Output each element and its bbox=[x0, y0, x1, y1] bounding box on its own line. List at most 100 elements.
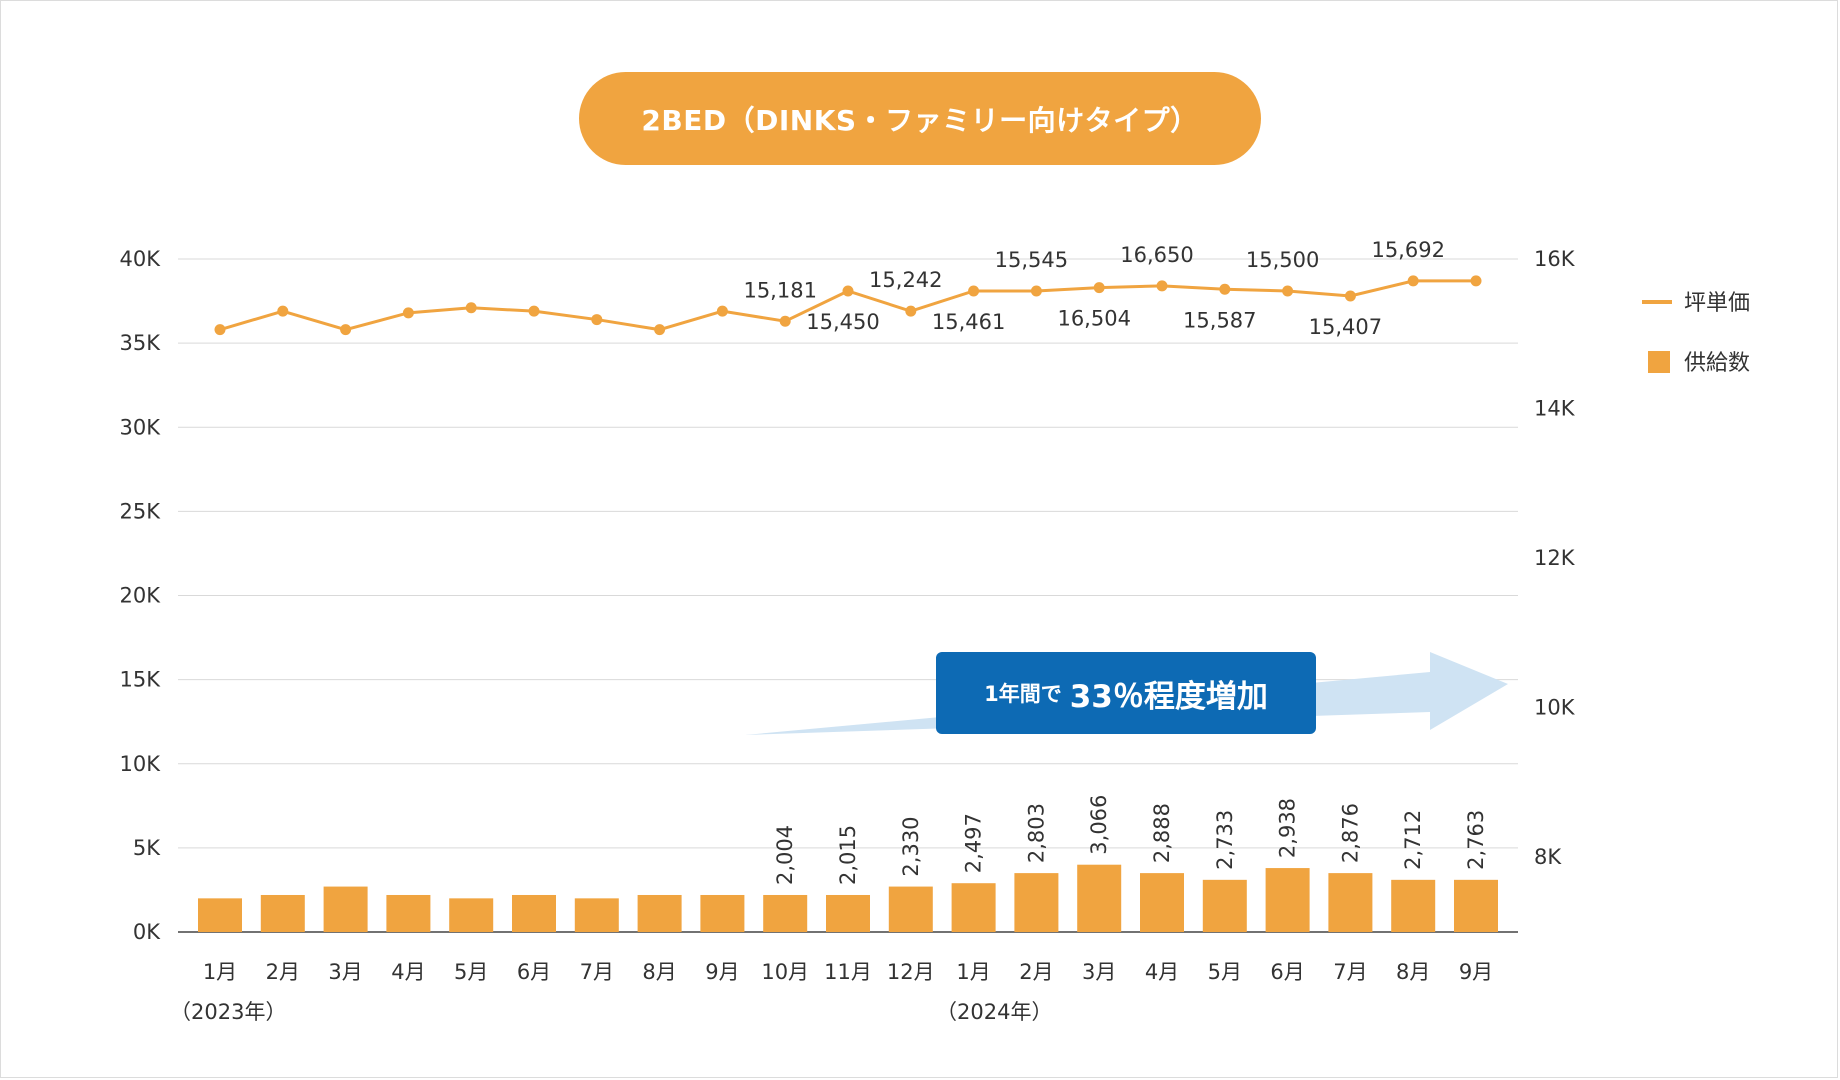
left-tick-label: 25K bbox=[120, 499, 162, 523]
line-value-label: 15,692 bbox=[1371, 238, 1444, 262]
callout-emphasis: 33％程度増加 bbox=[1069, 678, 1268, 715]
left-tick-label: 5K bbox=[133, 836, 161, 860]
x-axis-categories: 1月 2月 3月 4月 5月 6月 7月 8月 9月 10月 11月 12月 1月 2月 3月 4月 5月 6月 7… bbox=[203, 960, 1493, 984]
bar-value-label: 2,803 bbox=[1024, 803, 1048, 863]
left-tick-label: 0K bbox=[133, 920, 161, 944]
bar-value-label: 2,888 bbox=[1150, 803, 1174, 863]
category-label: 3月 bbox=[328, 960, 362, 984]
left-tick-label: 15K bbox=[120, 668, 162, 692]
category-label: 10月 bbox=[761, 960, 809, 984]
right-tick-label: 10K bbox=[1534, 696, 1576, 720]
bar bbox=[260, 894, 305, 932]
bar-value-label: 2,712 bbox=[1401, 810, 1425, 870]
category-label: 2月 bbox=[1019, 960, 1053, 984]
bar bbox=[951, 883, 996, 932]
left-tick-label: 35K bbox=[120, 331, 162, 355]
category-label: 8月 bbox=[1396, 960, 1430, 984]
category-label: 6月 bbox=[1270, 960, 1304, 984]
bar bbox=[1265, 868, 1310, 932]
bar bbox=[1328, 873, 1373, 932]
line-point bbox=[340, 324, 352, 336]
category-label: 7月 bbox=[580, 960, 614, 984]
year-label-2024: （2024年） bbox=[936, 1000, 1053, 1024]
bar-value-label: 2,876 bbox=[1338, 803, 1362, 863]
right-tick-label: 16K bbox=[1534, 247, 1576, 271]
legend-label: 供給数 bbox=[1684, 351, 1750, 376]
line-point bbox=[1093, 282, 1105, 294]
line-value-label: 15,450 bbox=[806, 310, 879, 334]
bar-value-label: 2,015 bbox=[836, 825, 860, 885]
left-tick-label: 30K bbox=[120, 415, 162, 439]
bar-value-label: 2,497 bbox=[962, 813, 986, 873]
line-point bbox=[591, 314, 603, 326]
right-tick-label: 14K bbox=[1534, 397, 1576, 421]
left-tick-label: 10K bbox=[120, 752, 162, 776]
category-label: 2月 bbox=[266, 960, 300, 984]
category-label: 1月 bbox=[956, 960, 990, 984]
chart-title: 2BED（DINKS・ファミリー向けタイプ） bbox=[579, 72, 1261, 165]
line-point bbox=[277, 305, 289, 317]
line-point bbox=[402, 307, 414, 319]
line-point bbox=[214, 324, 226, 336]
line-point bbox=[1407, 275, 1419, 287]
bar-data-labels: 2,004 2,015 2,330 2,497 2,803 3,066 2,888 2,733… bbox=[773, 795, 1488, 885]
line-series bbox=[214, 275, 1482, 336]
line-point bbox=[779, 315, 791, 327]
left-axis: 0K 5K 10K 15K 20K 25K 30K 35K 40K bbox=[120, 247, 162, 944]
category-label: 8月 bbox=[642, 960, 676, 984]
bar bbox=[386, 894, 431, 932]
line-point bbox=[1156, 280, 1168, 292]
line-point bbox=[905, 305, 917, 317]
bar-value-label: 2,330 bbox=[899, 816, 923, 876]
bar bbox=[1077, 864, 1122, 932]
line-point bbox=[1282, 285, 1294, 297]
bar bbox=[512, 894, 556, 932]
category-label: 5月 bbox=[454, 960, 488, 984]
callout-prefix: 1年間で bbox=[984, 682, 1062, 706]
bar bbox=[1454, 879, 1498, 932]
line-value-label: 15,407 bbox=[1309, 315, 1382, 339]
category-label: 3月 bbox=[1082, 960, 1116, 984]
line-point bbox=[465, 302, 477, 314]
bar bbox=[449, 898, 494, 932]
left-tick-label: 20K bbox=[120, 584, 162, 608]
category-label: 6月 bbox=[517, 960, 551, 984]
line-point bbox=[1344, 290, 1356, 302]
category-label: 9月 bbox=[705, 960, 739, 984]
right-tick-label: 8K bbox=[1534, 845, 1562, 869]
left-tick-label: 40K bbox=[120, 247, 162, 271]
category-label: 4月 bbox=[391, 960, 425, 984]
category-label: 1月 bbox=[203, 960, 237, 984]
year-label-2023: （2023年） bbox=[170, 1000, 287, 1024]
bar bbox=[1202, 879, 1247, 932]
line-point bbox=[1470, 275, 1482, 287]
line-point bbox=[842, 285, 854, 297]
category-label: 5月 bbox=[1208, 960, 1242, 984]
bar-value-label: 2,763 bbox=[1464, 810, 1488, 870]
line-point bbox=[1030, 285, 1042, 297]
line-point bbox=[1219, 283, 1231, 295]
line-value-label: 15,500 bbox=[1246, 248, 1319, 272]
line-value-label: 15,587 bbox=[1183, 308, 1256, 332]
line-point bbox=[528, 305, 540, 317]
line-value-label: 15,181 bbox=[743, 278, 816, 302]
category-label: 4月 bbox=[1145, 960, 1179, 984]
bar-value-label: 3,066 bbox=[1087, 795, 1111, 855]
bar bbox=[198, 898, 242, 932]
line-value-label: 16,650 bbox=[1120, 243, 1193, 267]
increase-arrow bbox=[745, 652, 1508, 735]
line-point bbox=[716, 305, 728, 317]
increase-callout: 1年間で 33％程度増加 bbox=[936, 652, 1316, 734]
category-label: 7月 bbox=[1333, 960, 1367, 984]
bar-value-label: 2,733 bbox=[1213, 810, 1237, 870]
bar bbox=[888, 886, 933, 932]
line-value-label: 16,504 bbox=[1057, 307, 1130, 331]
bar bbox=[763, 894, 808, 932]
arrow-shape bbox=[745, 652, 1508, 735]
bar bbox=[1014, 873, 1059, 932]
bar bbox=[574, 898, 619, 932]
category-label: 9月 bbox=[1459, 960, 1493, 984]
line-point bbox=[654, 324, 666, 336]
bar bbox=[700, 894, 745, 932]
